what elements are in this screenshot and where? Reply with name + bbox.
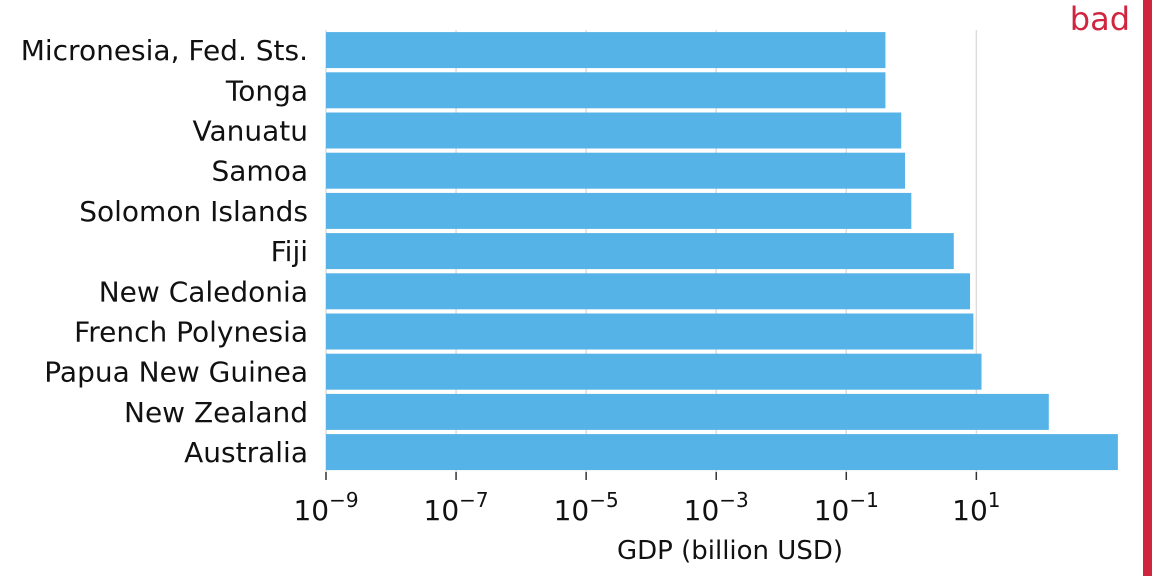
x-tick-label: 10−3 (684, 488, 749, 527)
category-label: Australia (184, 436, 308, 469)
category-label: Vanuatu (192, 115, 308, 148)
bar (326, 233, 954, 270)
bar (326, 32, 886, 69)
category-label: Tonga (225, 74, 308, 107)
bar (326, 152, 906, 189)
bar (326, 72, 886, 109)
badge-bar (1143, 0, 1152, 576)
x-tick-label: 10−1 (814, 488, 879, 527)
x-tick-label: 10−7 (424, 488, 489, 527)
category-label: New Caledonia (99, 275, 308, 308)
bar (326, 313, 974, 350)
bars (326, 32, 1118, 471)
category-label: Samoa (212, 155, 309, 188)
category-label: New Zealand (124, 396, 308, 429)
category-label: Papua New Guinea (44, 356, 308, 389)
x-tick-label: 10−5 (554, 488, 619, 527)
bar (326, 273, 971, 310)
category-label: Solomon Islands (79, 195, 308, 228)
bar (326, 353, 982, 390)
x-tick-label: 10−9 (293, 488, 358, 527)
category-labels: Micronesia, Fed. Sts. Tonga Vanuatu Samoa So… (21, 34, 308, 469)
bar (326, 434, 1118, 471)
x-axis-ticks: 10−9 10−7 10−5 10−3 10−1 101 (293, 472, 1001, 527)
x-axis-title: GDP (billion USD) (617, 536, 843, 566)
bar (326, 112, 902, 149)
bar (326, 393, 1049, 430)
category-label: Micronesia, Fed. Sts. (21, 34, 308, 67)
x-tick-label: 101 (952, 488, 1000, 527)
bar (326, 192, 912, 229)
category-label: French Polynesia (74, 316, 308, 349)
badge-label: bad (1070, 0, 1130, 38)
category-label: Fiji (271, 235, 308, 268)
